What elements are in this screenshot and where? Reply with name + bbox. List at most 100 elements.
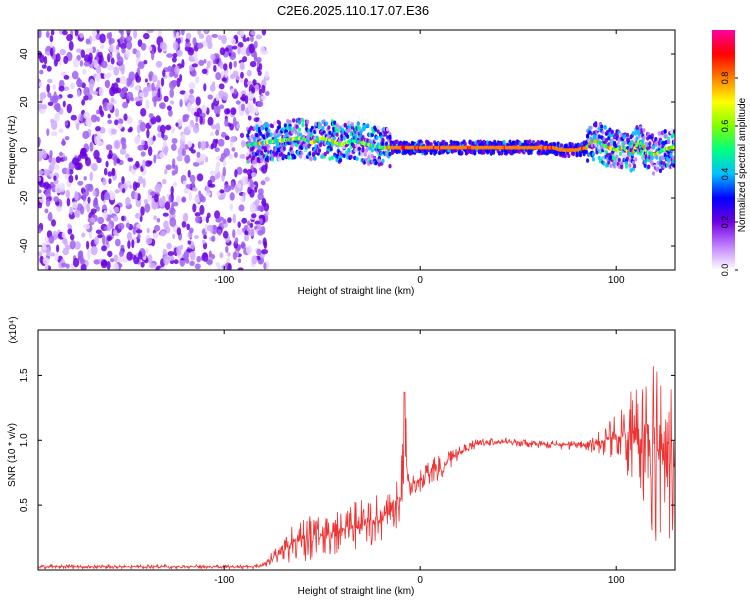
spectrogram-cell — [146, 128, 150, 139]
spectrogram-cell — [55, 102, 61, 113]
spectrogram-cell — [595, 150, 599, 155]
spectrogram-cell — [249, 61, 257, 68]
spectrogram-cell — [70, 233, 75, 241]
spectrogram-cell — [122, 188, 126, 194]
spectrogram-cell — [669, 152, 673, 158]
spectrogram-cell — [59, 48, 66, 56]
spectrogram-cell — [221, 77, 227, 82]
spectrogram-cell — [248, 154, 252, 159]
spectrogram-cell — [125, 153, 130, 159]
spectrogram-cell — [237, 42, 244, 48]
spectrogram-signal — [245, 117, 675, 176]
spectrogram-cell — [107, 64, 114, 71]
spectrogram-cell — [658, 168, 663, 173]
spectrogram-cell — [69, 206, 73, 216]
spectrogram-cell — [51, 95, 59, 104]
spectrogram-cell — [257, 158, 262, 164]
spectrogram-cell — [48, 163, 55, 173]
spectrogram-cell — [223, 148, 230, 157]
spectrogram-cell — [355, 156, 359, 161]
spectrogram-cell — [257, 100, 264, 108]
spectrogram-cell — [169, 217, 177, 228]
spectrogram-cell — [141, 139, 145, 146]
spectrogram-cell — [548, 149, 552, 154]
spectrogram-cell — [284, 154, 289, 160]
spectrogram-cell — [86, 240, 90, 250]
spectrogram-cell — [257, 230, 264, 236]
spectrogram-cell — [234, 169, 238, 178]
spectrogram-cell — [329, 146, 333, 152]
spectrogram-cell — [161, 131, 165, 139]
spectrogram-cell — [120, 42, 127, 50]
spectrogram-cell — [195, 76, 200, 84]
spectrogram-cell — [249, 203, 256, 213]
spectrogram-cell — [69, 82, 75, 90]
spectrogram-cell — [176, 227, 182, 236]
spectrogram-cell — [277, 121, 282, 126]
spectrogram-cell — [219, 47, 226, 56]
spectrogram-cell — [623, 134, 627, 139]
spectrogram-cell — [83, 95, 89, 101]
spectrogram-cell — [239, 154, 246, 159]
spectrogram-cell — [252, 160, 256, 165]
spectrogram-cell — [270, 124, 274, 129]
spectrogram-cell — [187, 240, 192, 245]
spectrogram-cell — [67, 228, 73, 235]
spectrogram-cell — [328, 130, 332, 135]
spectrogram-cell — [233, 60, 237, 68]
spectrogram-cell — [207, 116, 214, 126]
spectrogram-cell — [230, 73, 236, 80]
spectrogram-cell — [656, 166, 660, 172]
spectrogram-cell — [189, 88, 194, 95]
spectrogram-cell — [179, 74, 183, 82]
spectrogram-cell — [76, 78, 83, 88]
x-tick-label: 0 — [417, 575, 423, 586]
spectrogram-cell — [118, 30, 123, 34]
spectrogram-cell — [248, 43, 255, 54]
spectrogram-cell — [239, 45, 247, 56]
spectrogram-cell — [162, 178, 167, 185]
spectrogram-cell — [662, 164, 666, 169]
spectrogram-cell — [147, 254, 153, 264]
spectrogram-cell — [602, 137, 606, 142]
spectrogram-cell — [236, 228, 243, 235]
spectrogram-cell — [99, 43, 105, 50]
spectrogram-cell — [244, 95, 249, 105]
spectrogram-cell — [308, 151, 312, 156]
spectrogram-cell — [140, 108, 147, 117]
spectrogram-cell — [663, 153, 667, 158]
spectrogram-cell — [388, 134, 392, 140]
spectrogram-cell — [134, 96, 141, 102]
spectrogram-cell — [160, 77, 165, 87]
spectrogram-cell — [502, 140, 506, 145]
spectrogram-cell — [50, 131, 58, 137]
spectrogram-cell — [89, 141, 94, 152]
spectrogram-cell — [217, 264, 221, 270]
spectrogram-cell — [434, 149, 438, 155]
spectrogram-cell — [119, 75, 127, 85]
spectrogram-cell — [643, 159, 647, 165]
spectrogram-cell — [282, 146, 286, 151]
spectrogram-cell — [227, 263, 232, 270]
spectrogram-cell — [306, 119, 310, 125]
spectrogram-cell — [173, 259, 179, 265]
spectrogram-cell — [79, 60, 84, 67]
spectrogram-cell — [97, 51, 103, 58]
spectrogram-cell — [238, 102, 242, 113]
spectrogram-cell — [671, 159, 675, 164]
spectrogram-cell — [46, 128, 50, 136]
spectrogram-cell — [249, 179, 254, 190]
spectrogram-cell — [609, 163, 613, 168]
spectrogram-cell — [166, 105, 172, 111]
spectrogram-cell — [294, 128, 298, 134]
spectrogram-cell — [186, 223, 191, 231]
spectrogram-cell — [171, 143, 177, 151]
spectrogram-cell — [149, 263, 156, 269]
spectrogram-cell — [391, 149, 396, 154]
spectrogram-cell — [51, 219, 56, 227]
spectrogram-cell — [500, 151, 504, 156]
spectrogram-cell — [61, 167, 68, 175]
spectrogram-cell — [250, 30, 256, 36]
y-tick-label: 1.0 — [19, 433, 30, 447]
spectrogram-cell — [157, 30, 162, 38]
